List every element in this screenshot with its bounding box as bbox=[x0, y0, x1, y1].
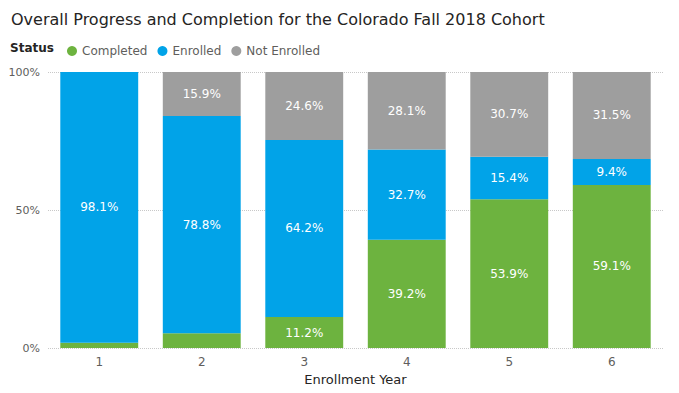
svg-text:15.4%: 15.4% bbox=[490, 171, 528, 185]
svg-text:6: 6 bbox=[608, 355, 616, 369]
svg-text:15.9%: 15.9% bbox=[183, 87, 221, 101]
svg-text:30.7%: 30.7% bbox=[490, 107, 528, 121]
svg-text:28.1%: 28.1% bbox=[388, 104, 426, 118]
svg-text:Enrolled: Enrolled bbox=[172, 44, 221, 58]
svg-text:100%: 100% bbox=[9, 66, 40, 79]
svg-text:4: 4 bbox=[403, 355, 411, 369]
svg-text:98.1%: 98.1% bbox=[80, 200, 118, 214]
svg-text:Enrollment Year: Enrollment Year bbox=[304, 372, 407, 387]
svg-text:53.9%: 53.9% bbox=[490, 267, 528, 281]
svg-text:64.2%: 64.2% bbox=[285, 221, 323, 235]
svg-text:24.6%: 24.6% bbox=[285, 99, 323, 113]
svg-text:2: 2 bbox=[198, 355, 206, 369]
svg-text:9.4%: 9.4% bbox=[597, 165, 628, 179]
svg-text:1: 1 bbox=[95, 355, 103, 369]
svg-text:5: 5 bbox=[505, 355, 513, 369]
svg-text:39.2%: 39.2% bbox=[388, 287, 426, 301]
svg-text:Not Enrolled: Not Enrolled bbox=[246, 44, 320, 58]
svg-text:78.8%: 78.8% bbox=[183, 218, 221, 232]
svg-text:59.1%: 59.1% bbox=[593, 259, 631, 273]
svg-text:32.7%: 32.7% bbox=[388, 188, 426, 202]
svg-text:Status: Status bbox=[10, 41, 54, 55]
svg-text:0%: 0% bbox=[23, 342, 40, 355]
svg-text:Overall Progress and Completio: Overall Progress and Completion for the … bbox=[11, 10, 545, 29]
svg-text:50%: 50% bbox=[16, 204, 40, 217]
svg-text:Completed: Completed bbox=[82, 44, 147, 58]
svg-text:11.2%: 11.2% bbox=[285, 326, 323, 340]
svg-text:31.5%: 31.5% bbox=[593, 108, 631, 122]
svg-text:3: 3 bbox=[300, 355, 308, 369]
